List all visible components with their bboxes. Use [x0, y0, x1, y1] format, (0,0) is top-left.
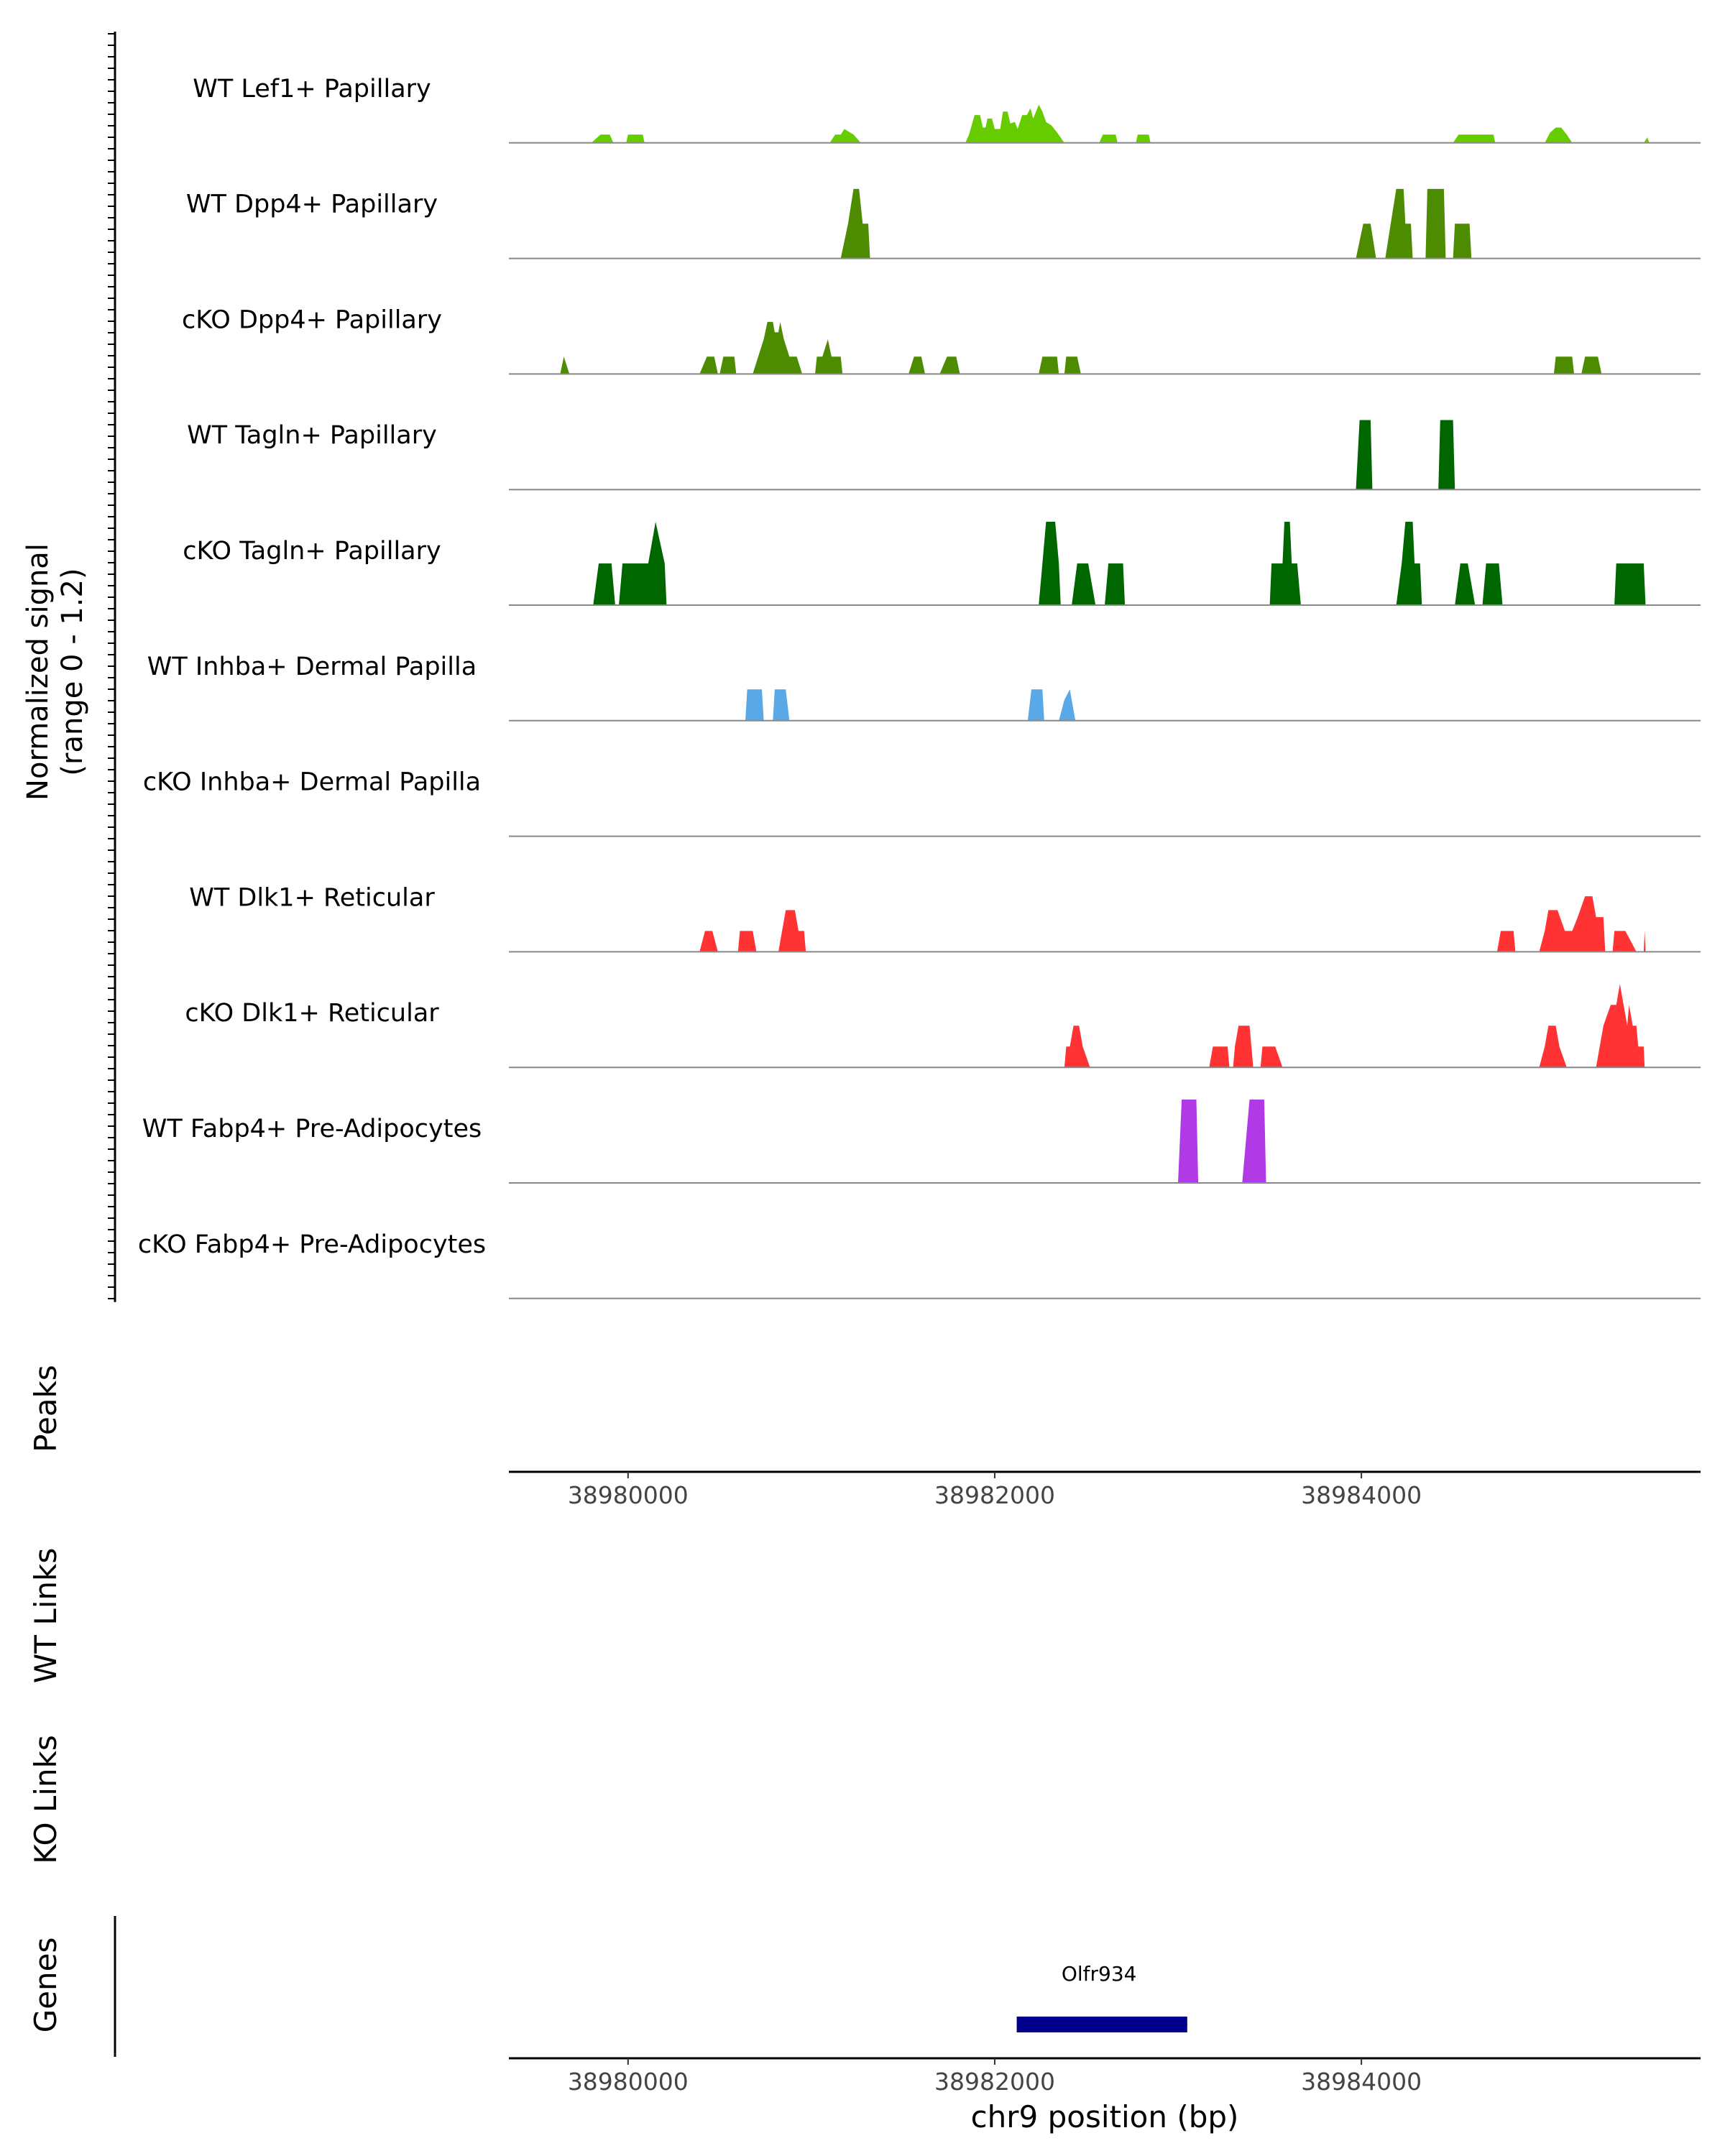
coverage-peak	[1059, 689, 1076, 721]
coverage-peak	[1136, 134, 1151, 143]
coverage-peak	[591, 134, 614, 143]
coverage-peak	[719, 356, 737, 374]
x-axis-tick-label: 38980000	[568, 1481, 689, 1509]
track-cko-fabp4-pre-adipocytes: cKO Fabp4+ Pre-Adipocytes	[138, 1230, 1701, 1299]
coverage-peak	[745, 689, 764, 721]
genes-x-axis: 38980000 38982000 38984000	[568, 2058, 1422, 2096]
coverage-peak	[1064, 356, 1081, 374]
coverage-peak	[1356, 420, 1373, 490]
coverage-peak	[1482, 563, 1503, 605]
track-label: WT Dlk1+ Reticular	[189, 883, 435, 912]
coverage-peak	[737, 931, 757, 952]
track-wt-dpp4-papillary: WT Dpp4+ Papillary	[186, 188, 1701, 259]
coverage-peak	[1027, 689, 1044, 721]
signal-y-axis	[108, 32, 116, 1302]
x-axis-tick-label: 38984000	[1301, 2068, 1422, 2096]
track-label: cKO Tagln+ Papillary	[183, 537, 441, 566]
coverage-peak	[699, 931, 718, 952]
peaks-x-axis: 38980000 38982000 38984000	[568, 1472, 1422, 1509]
coverage-peak	[1545, 127, 1573, 143]
track-cko-dpp4-papillary: cKO Dpp4+ Papillary	[182, 305, 1701, 375]
x-axis-title: chr9 position (bp)	[971, 2099, 1239, 2134]
track-cko-inhba-dermal-papilla: cKO Inhba+ Dermal Papilla	[143, 768, 1701, 837]
coverage-peak	[1438, 420, 1455, 490]
coverage-peak	[1614, 563, 1646, 605]
coverage-peak	[1643, 931, 1646, 952]
gene-exon	[1016, 2017, 1187, 2032]
coverage-peak	[1396, 522, 1422, 605]
track-cko-dlk1-reticular: cKO Dlk1+ Reticular	[185, 984, 1701, 1069]
track-label: WT Inhba+ Dermal Papilla	[147, 653, 477, 681]
coverage-peak	[699, 356, 718, 374]
track-label: WT Dpp4+ Papillary	[186, 190, 438, 219]
coverage-peak	[1039, 356, 1059, 374]
coverage-peak	[1099, 134, 1118, 143]
coverage-peak	[1260, 1046, 1283, 1068]
coverage-peak	[619, 522, 667, 605]
coverage-peak	[1496, 931, 1516, 952]
coverage-peak	[1072, 563, 1096, 605]
coverage-peak	[1612, 931, 1637, 952]
coverage-peak	[1242, 1100, 1266, 1183]
genes-track-label: Genes	[28, 1938, 63, 2033]
gene-label: Olfr934	[1062, 1962, 1137, 1986]
coverage-peak	[1643, 137, 1650, 143]
x-axis-tick-label: 38984000	[1301, 1481, 1422, 1509]
track-label: WT Lef1+ Papillary	[193, 75, 431, 103]
coverage-peak	[626, 134, 645, 143]
x-axis-tick-label: 38982000	[934, 1481, 1055, 1509]
coverage-peak	[1455, 563, 1476, 605]
coverage-peak	[1553, 356, 1574, 374]
track-wt-lef1-papillary: WT Lef1+ Papillary	[193, 75, 1701, 144]
track-label: cKO Dpp4+ Papillary	[182, 305, 442, 334]
signal-y-axis-title-line1: Normalized signal	[22, 543, 55, 801]
coverage-peak	[1105, 563, 1126, 605]
track-cko-tagln-papillary: cKO Tagln+ Papillary	[183, 522, 1701, 606]
track-label: cKO Fabp4+ Pre-Adipocytes	[138, 1230, 486, 1259]
coverage-peak	[560, 356, 570, 374]
track-label: cKO Dlk1+ Reticular	[185, 999, 439, 1028]
coverage-peak	[1453, 224, 1472, 259]
wt-links-track-label: WT Links	[28, 1548, 63, 1683]
x-axis-tick-label: 38982000	[934, 2068, 1055, 2096]
track-wt-fabp4-pre-adipocytes: WT Fabp4+ Pre-Adipocytes	[142, 1100, 1701, 1184]
coverage-peak	[1178, 1100, 1199, 1183]
coverage-peak	[773, 689, 790, 721]
coverage-peak	[1539, 1026, 1567, 1068]
coverage-peak	[1539, 896, 1606, 952]
coverage-tracks: WT Lef1+ Papillary WT Dpp4+ Papillary cKO …	[138, 75, 1701, 1299]
coverage-peak	[593, 563, 615, 605]
coverage-peak	[965, 104, 1064, 143]
track-wt-tagln-papillary: WT Tagln+ Papillary	[187, 420, 1701, 491]
coverage-peak	[1356, 224, 1376, 259]
coverage-peak	[1039, 522, 1061, 605]
peaks-track-label: Peaks	[28, 1365, 63, 1452]
track-label: WT Fabp4+ Pre-Adipocytes	[142, 1115, 482, 1143]
gene-annotations: Olfr934	[1016, 1962, 1187, 2032]
track-label: WT Tagln+ Papillary	[187, 421, 437, 450]
track-wt-inhba-dermal-papilla: WT Inhba+ Dermal Papilla	[147, 653, 1701, 722]
coverage-peak	[829, 129, 861, 143]
coverage-peak	[1269, 522, 1301, 605]
coverage-peak	[939, 356, 960, 374]
coverage-peak	[908, 356, 925, 374]
coverage-peak	[815, 339, 843, 374]
signal-y-axis-title-line2: (range 0 - 1.2)	[56, 568, 89, 775]
coverage-peak	[1385, 188, 1413, 259]
coverage-peak	[1064, 1026, 1090, 1068]
track-label: cKO Inhba+ Dermal Papilla	[143, 768, 481, 797]
coverage-peak	[840, 188, 870, 259]
coverage-peak	[1233, 1026, 1254, 1068]
coverage-peak	[1425, 188, 1446, 259]
coverage-peak	[1453, 134, 1496, 143]
ko-links-track-label: KO Links	[28, 1735, 63, 1864]
coverage-peak	[1581, 356, 1602, 374]
x-axis-tick-label: 38980000	[568, 2068, 689, 2096]
coverage-peak	[753, 321, 803, 374]
coverage-peak	[1209, 1046, 1230, 1068]
track-wt-dlk1-reticular: WT Dlk1+ Reticular	[189, 883, 1701, 953]
coverage-peak	[778, 910, 806, 952]
coverage-peak	[1596, 984, 1645, 1068]
